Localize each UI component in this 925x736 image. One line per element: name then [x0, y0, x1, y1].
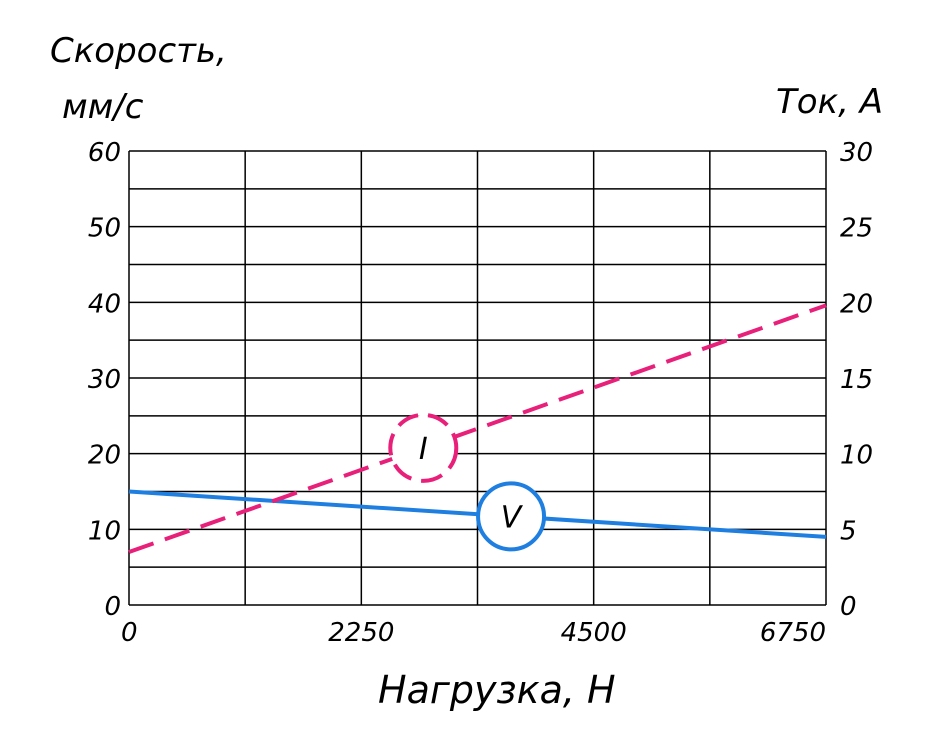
y-tick-label: 0: [104, 592, 121, 622]
grid: [128, 150, 827, 606]
y2-tick-label: 10: [840, 441, 873, 471]
y-tick-label: 50: [88, 214, 121, 244]
tick-labels: 0 10 20 30 40 50 60 0 5 10 15 20 25 30 0 2250 4500 6750: [88, 138, 873, 648]
y-tick-label: 10: [88, 516, 121, 546]
series-marker-v: [476, 481, 547, 552]
series-line-i: [128, 303, 827, 554]
y-axis-label: Скорость,: [50, 31, 227, 71]
y2-tick-label: 25: [840, 214, 873, 244]
y2-tick-label: 15: [840, 365, 873, 395]
y2-axis-label: Ток, А: [776, 82, 883, 122]
x-tick-label: 2250: [328, 618, 394, 648]
series-marker-label-v: V: [501, 500, 524, 535]
x-tick-label: 4500: [561, 618, 627, 648]
y2-tick-label: 5: [840, 516, 857, 546]
y2-tick-label: 0: [840, 592, 857, 622]
series-marker-i: [388, 412, 459, 483]
x-tick-label: 0: [121, 618, 138, 648]
y-tick-label: 30: [88, 365, 121, 395]
y-tick-label: 20: [88, 441, 121, 471]
x-axis-label: Нагрузка, Н: [378, 668, 616, 712]
x-tick-label: 6750: [760, 618, 826, 648]
series-marker-label-i: I: [419, 432, 428, 467]
y2-tick-label: 20: [840, 289, 873, 319]
y-tick-label: 40: [88, 289, 121, 319]
y-axis-unit-label: мм/с: [62, 87, 144, 127]
series-layer: VI: [128, 303, 827, 554]
y-tick-label: 60: [88, 138, 121, 168]
y2-tick-label: 30: [840, 138, 873, 168]
